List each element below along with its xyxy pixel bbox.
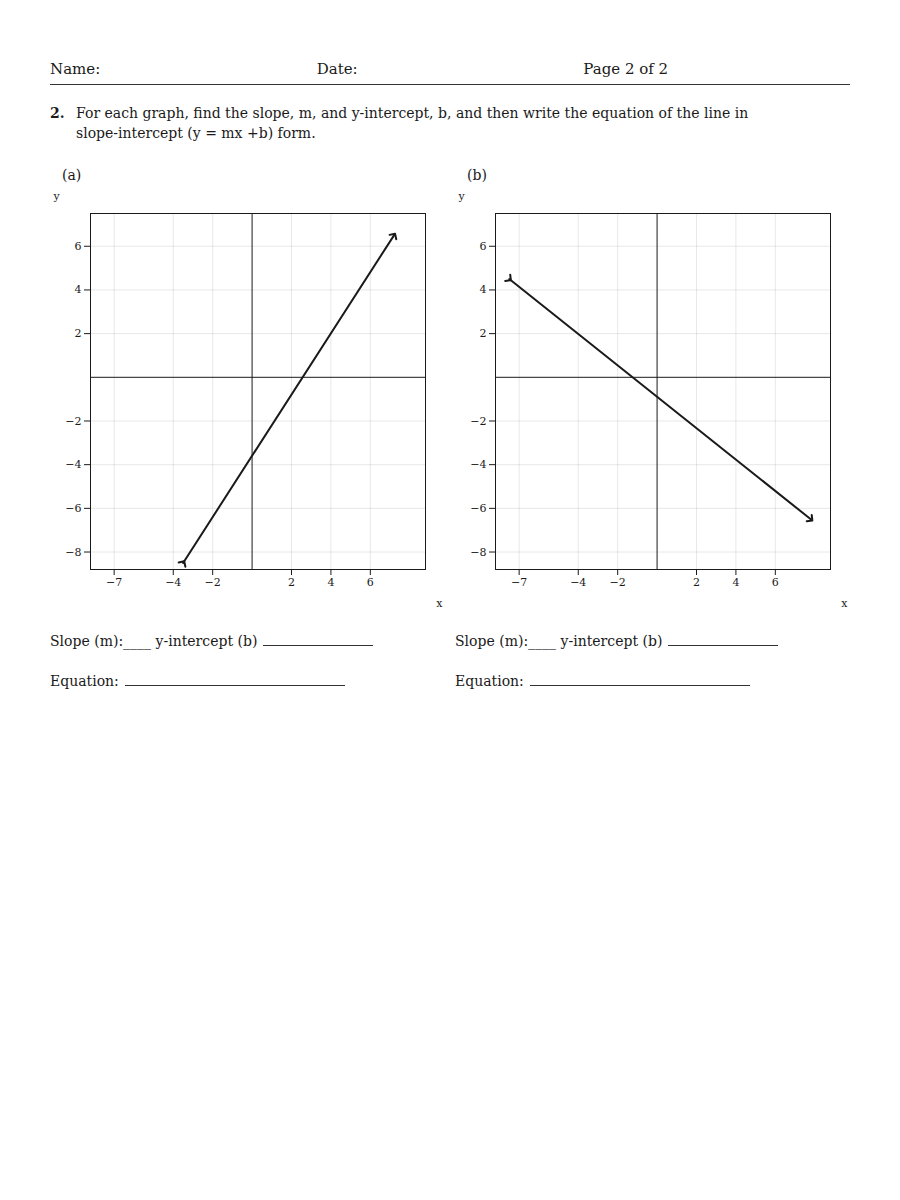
svg-text:6: 6 bbox=[75, 240, 82, 253]
svg-text:−2: −2 bbox=[470, 415, 486, 428]
svg-text:6: 6 bbox=[772, 576, 779, 589]
svg-text:−4: −4 bbox=[570, 576, 586, 589]
svg-text:−4: −4 bbox=[470, 458, 486, 471]
svg-text:2: 2 bbox=[288, 576, 295, 589]
svg-text:6: 6 bbox=[367, 576, 374, 589]
svg-text:2: 2 bbox=[480, 327, 487, 340]
svg-text:6: 6 bbox=[480, 240, 487, 253]
html-text:(a): (a) bbox=[62, 167, 82, 183]
html-text:For each graph, find the slope: For each graph, find the slope, m, and y… bbox=[76, 105, 749, 121]
html-text:2.: 2. bbox=[50, 105, 65, 121]
html-text:Date:: Date: bbox=[316, 60, 358, 78]
svg-text:4: 4 bbox=[327, 576, 334, 589]
svg-text:4: 4 bbox=[480, 283, 487, 296]
html-text:Slope (m):____ y-intercept (b): Slope (m):____ y-intercept (b) bbox=[50, 633, 258, 649]
svg-text:−2: −2 bbox=[205, 576, 221, 589]
svg-text:x: x bbox=[436, 597, 443, 610]
svg-text:y: y bbox=[458, 190, 466, 203]
svg-text:−7: −7 bbox=[106, 576, 122, 589]
svg-text:−4: −4 bbox=[165, 576, 181, 589]
svg-text:−6: −6 bbox=[470, 502, 486, 515]
svg-text:−8: −8 bbox=[65, 546, 81, 559]
svg-text:y: y bbox=[53, 190, 61, 203]
html-text:Equation:: Equation: bbox=[455, 673, 524, 689]
svg-text:−4: −4 bbox=[65, 458, 81, 471]
svg-text:−2: −2 bbox=[610, 576, 626, 589]
svg-text:−7: −7 bbox=[511, 576, 527, 589]
svg-text:2: 2 bbox=[75, 327, 82, 340]
svg-text:−2: −2 bbox=[65, 415, 81, 428]
html-text:(b): (b) bbox=[467, 167, 487, 183]
svg-text:2: 2 bbox=[693, 576, 700, 589]
html-text:Name:: Name: bbox=[50, 60, 101, 78]
svg-text:x: x bbox=[841, 597, 848, 610]
html-text:Slope (m):____ y-intercept (b): Slope (m):____ y-intercept (b) bbox=[455, 633, 663, 649]
html-text:Equation:: Equation: bbox=[50, 673, 119, 689]
html-text:slope-intercept (y = mx +b) fo: slope-intercept (y = mx +b) form. bbox=[76, 125, 316, 141]
svg-text:−6: −6 bbox=[65, 502, 81, 515]
svg-text:−8: −8 bbox=[470, 546, 486, 559]
svg-text:4: 4 bbox=[732, 576, 739, 589]
html-text:Page 2 of 2: Page 2 of 2 bbox=[583, 60, 669, 78]
svg-text:4: 4 bbox=[75, 283, 82, 296]
